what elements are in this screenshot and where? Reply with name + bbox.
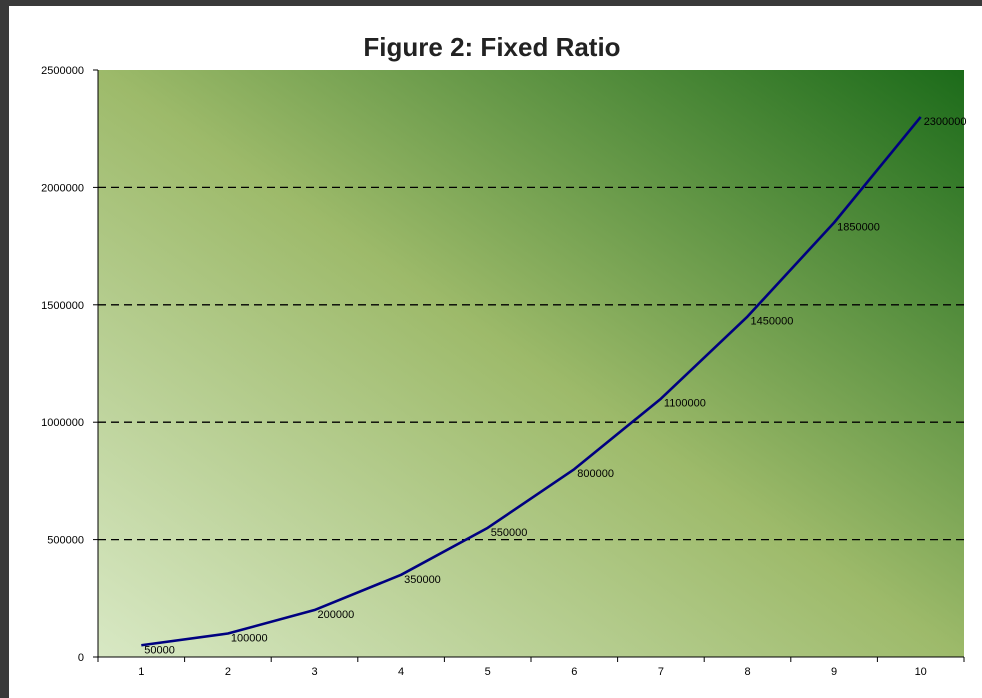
x-tick-label: 9 bbox=[831, 666, 837, 678]
y-tick-label: 0 bbox=[78, 652, 84, 664]
x-tick-label: 8 bbox=[744, 666, 750, 678]
y-tick-label: 1500000 bbox=[41, 300, 84, 312]
data-label: 1850000 bbox=[837, 222, 880, 234]
data-label: 1100000 bbox=[664, 398, 706, 410]
data-label: 200000 bbox=[318, 609, 355, 621]
y-tick-label: 2000000 bbox=[41, 182, 84, 194]
y-tick-label: 500000 bbox=[47, 535, 84, 547]
x-tick-label: 3 bbox=[311, 666, 317, 678]
data-label: 50000 bbox=[144, 644, 175, 656]
data-label: 550000 bbox=[491, 527, 528, 539]
y-tick-label: 1000000 bbox=[41, 417, 84, 429]
data-label: 1450000 bbox=[751, 316, 794, 328]
x-axis-ticks: 1 2 3 4 5 6 7 8 9 10 bbox=[138, 666, 927, 678]
y-tick-label: 2500000 bbox=[41, 65, 84, 77]
y-axis-ticks: 0 500000 1000000 1500000 2000000 2500000 bbox=[41, 65, 84, 664]
x-tick-label: 2 bbox=[225, 666, 231, 678]
data-label: 350000 bbox=[404, 574, 441, 586]
x-tick-label: 4 bbox=[398, 666, 404, 678]
x-tick-label: 6 bbox=[571, 666, 577, 678]
x-tick-label: 7 bbox=[658, 666, 664, 678]
x-tick-label: 10 bbox=[915, 666, 927, 678]
plot-area bbox=[98, 70, 964, 657]
x-tick-label: 1 bbox=[138, 666, 144, 678]
data-label: 100000 bbox=[231, 633, 268, 645]
x-tick-label: 5 bbox=[485, 666, 491, 678]
data-label: 2300000 bbox=[924, 116, 967, 128]
data-label: 800000 bbox=[577, 468, 614, 480]
